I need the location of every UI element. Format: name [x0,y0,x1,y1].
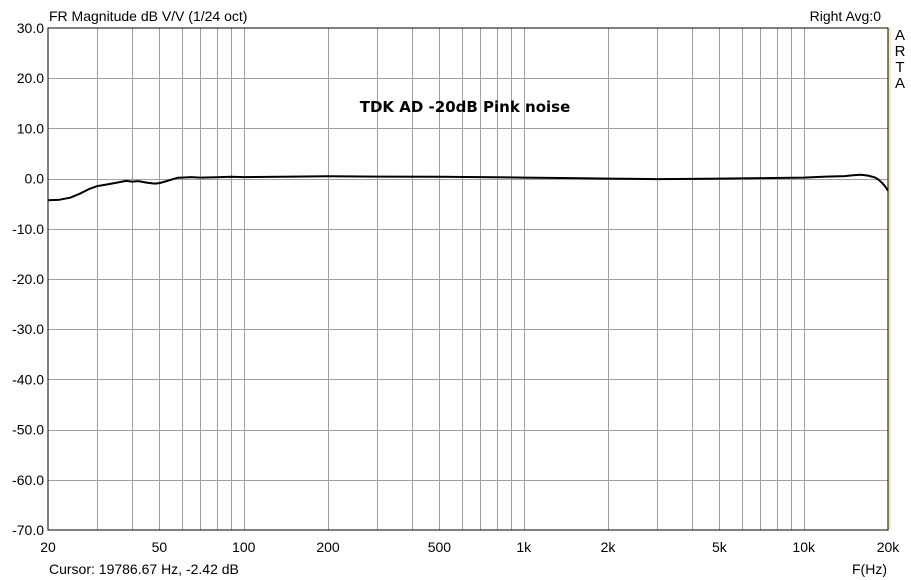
y-tick-label: -20.0 [12,271,44,287]
brand-letter-a1: A [894,27,905,44]
x-tick-label: 500 [428,539,452,555]
brand-letter-a2: A [894,75,905,92]
x-tick-label: 100 [232,539,256,555]
y-tick-label: 30.0 [17,20,44,36]
x-tick-label: 200 [316,539,340,555]
brand-stripe [888,28,891,530]
plot-frame [47,27,889,531]
channel-avg-label: Right Avg:0 [809,8,881,24]
x-tick-label: 5k [712,539,728,555]
x-tick-label: 20k [877,539,901,555]
tick-labels: 30.0 20.0 10.0 0.0 -10.0 -20.0 -30.0 -40.0 -50.0… [12,20,900,555]
x-tick-label: 2k [601,539,617,555]
grid [48,28,888,530]
y-tick-label: -60.0 [12,472,44,488]
y-tick-label: 20.0 [17,70,44,86]
chart-title: FR Magnitude dB V/V (1/24 oct) [49,8,248,24]
brand-letter-t: T [895,59,905,76]
y-tick-label: -10.0 [12,221,44,237]
chart-annotation: TDK AD -20dB Pink noise [360,98,571,116]
brand-letter-r: R [894,43,906,60]
y-tick-label: 0.0 [25,171,45,187]
y-tick-label: -40.0 [12,371,44,387]
x-tick-label: 10k [792,539,816,555]
y-tick-label: -50.0 [12,422,44,438]
x-tick-label: 1k [516,539,532,555]
cursor-readout: Cursor: 19786.67 Hz, -2.42 dB [49,561,239,577]
magnitude-trace [47,173,889,202]
x-axis-label: F(Hz) [852,561,887,577]
x-tick-label: 50 [152,539,168,555]
y-tick-label: -30.0 [12,321,44,337]
y-tick-label: 10.0 [17,120,44,136]
y-tick-label: -70.0 [12,522,44,538]
x-tick-label: 20 [40,539,56,555]
